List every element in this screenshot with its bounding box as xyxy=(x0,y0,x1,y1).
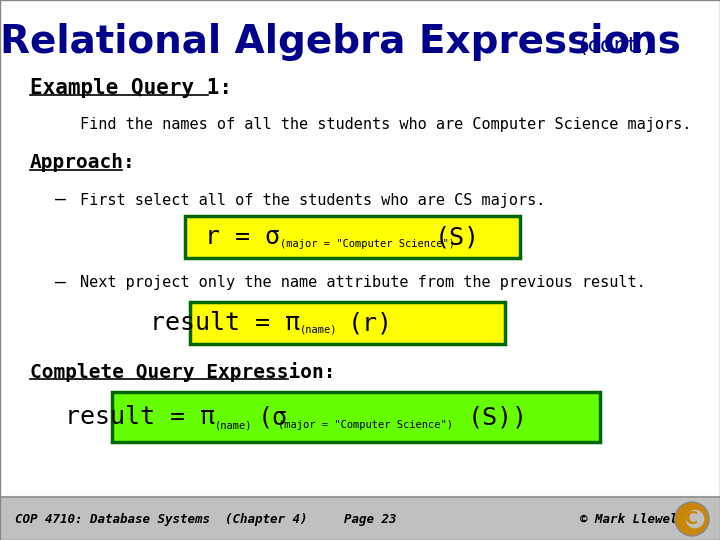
FancyBboxPatch shape xyxy=(185,216,520,258)
Text: Next project only the name attribute from the previous result.: Next project only the name attribute fro… xyxy=(80,275,646,291)
Text: Approach:: Approach: xyxy=(30,153,136,172)
FancyBboxPatch shape xyxy=(190,302,505,344)
Text: (S)): (S)) xyxy=(468,405,528,429)
Text: Find the names of all the students who are Computer Science majors.: Find the names of all the students who a… xyxy=(80,117,691,132)
Text: First select all of the students who are CS majors.: First select all of the students who are… xyxy=(80,192,545,207)
Text: –: – xyxy=(55,274,66,292)
Bar xyxy=(0,497,720,540)
Text: (name): (name) xyxy=(215,420,253,430)
Text: (name): (name) xyxy=(300,325,338,335)
Text: COP 4710: Database Systems  (Chapter 4): COP 4710: Database Systems (Chapter 4) xyxy=(15,512,307,525)
Text: Example Query 1:: Example Query 1: xyxy=(30,78,232,98)
Text: Complete Query Expression:: Complete Query Expression: xyxy=(30,362,336,382)
Text: (σ: (σ xyxy=(258,405,288,429)
FancyBboxPatch shape xyxy=(112,392,600,442)
Text: C: C xyxy=(685,510,698,528)
Text: (S): (S) xyxy=(435,225,480,249)
Text: –: – xyxy=(55,191,66,209)
Text: (r): (r) xyxy=(348,311,393,335)
Text: r = σ: r = σ xyxy=(205,225,280,249)
Text: Relational Algebra Expressions: Relational Algebra Expressions xyxy=(0,23,680,61)
Text: (major = "Computer Science"): (major = "Computer Science") xyxy=(280,239,455,249)
Circle shape xyxy=(685,510,704,528)
Text: © Mark Llewellyn: © Mark Llewellyn xyxy=(580,512,700,525)
Text: Page 23: Page 23 xyxy=(343,512,396,525)
Circle shape xyxy=(675,502,709,536)
Text: result = π: result = π xyxy=(150,311,300,335)
Text: result = π: result = π xyxy=(65,405,215,429)
Text: (cont.): (cont.) xyxy=(572,36,652,56)
Text: (major = "Computer Science"): (major = "Computer Science") xyxy=(278,420,453,430)
